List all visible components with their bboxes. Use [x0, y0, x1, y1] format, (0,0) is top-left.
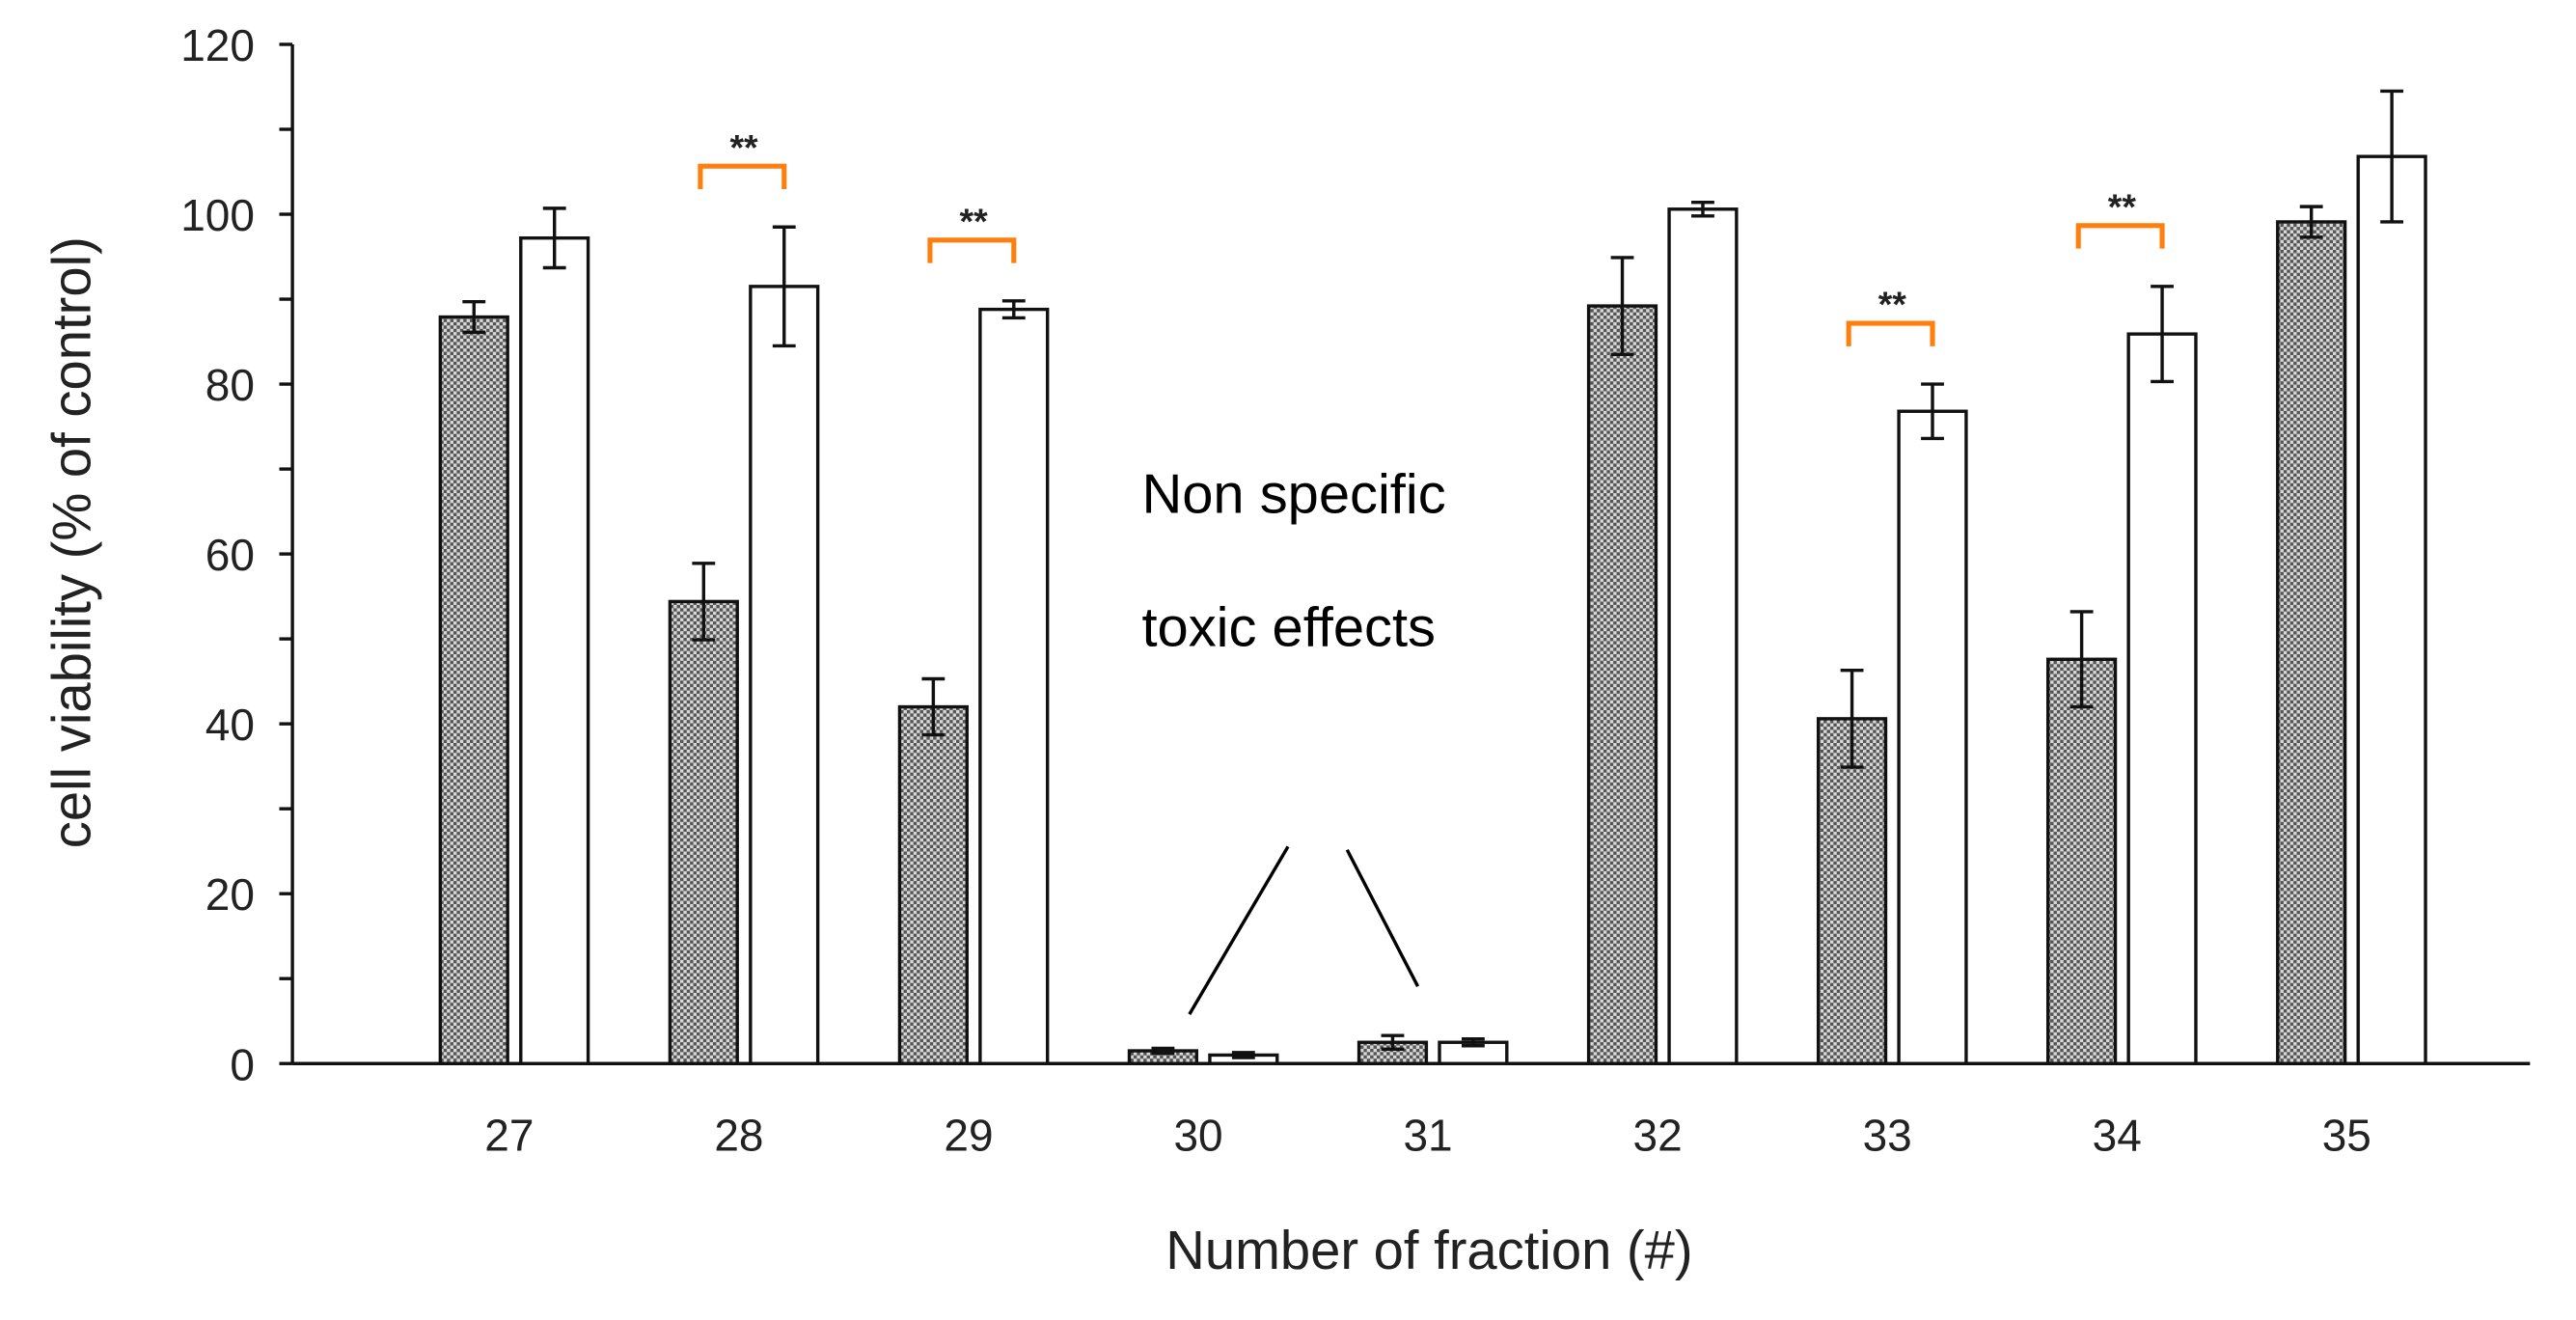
x-tick-label: 27 — [484, 1111, 534, 1161]
bar-hatched-34 — [2046, 657, 2118, 1065]
error-bar-hatched-35 — [2299, 205, 2323, 239]
bar-open-32 — [1667, 207, 1739, 1065]
x-tick-label: 31 — [1404, 1111, 1453, 1161]
significance-label-29: ** — [960, 201, 989, 241]
x-axis-title: Number of fraction (#) — [1165, 1220, 1692, 1280]
significance-label-28: ** — [729, 126, 758, 167]
significance-bracket-29 — [927, 237, 1017, 263]
y-tick-label: 40 — [206, 700, 255, 750]
bar-open-34 — [2126, 332, 2198, 1065]
y-tick-label: 100 — [180, 190, 255, 240]
bars — [438, 89, 2427, 1065]
significance-bracket-34 — [2075, 223, 2165, 249]
error-bar-open-30 — [1231, 1051, 1255, 1059]
bar-open-35 — [2356, 154, 2427, 1065]
bar-hatched-32 — [1586, 304, 1658, 1065]
bar-open-27 — [519, 235, 590, 1065]
bar-hatched-27 — [438, 315, 509, 1065]
x-tick-label: 33 — [1863, 1111, 1912, 1161]
y-axis-title: cell viability (% of control) — [41, 236, 102, 848]
significance-bracket-28 — [698, 163, 787, 190]
significance-label-34: ** — [2108, 186, 2137, 227]
significance-bracket-33 — [1846, 320, 1935, 346]
error-bar-open-32 — [1691, 201, 1714, 218]
error-bar-open-29 — [1001, 299, 1026, 320]
y-tick-label: 80 — [206, 360, 255, 410]
bar-open-33 — [1897, 409, 1968, 1065]
error-bar-hatched-32 — [1610, 256, 1634, 356]
error-bar-hatched-33 — [1840, 669, 1864, 769]
error-bar-hatched-31 — [1381, 1033, 1405, 1051]
error-bar-open-33 — [1921, 382, 1944, 441]
annotation-pointer-left — [1188, 845, 1290, 1015]
significance-label-33: ** — [1878, 284, 1907, 324]
error-bar-open-34 — [2151, 285, 2174, 384]
bar-hatched-33 — [1816, 717, 1888, 1065]
annotation-line-2: toxic effects — [1141, 597, 1436, 659]
bar-hatched-35 — [2276, 220, 2347, 1065]
y-tick-label: 0 — [230, 1039, 255, 1089]
bar-open-28 — [749, 285, 820, 1065]
error-bar-hatched-30 — [1151, 1046, 1175, 1056]
bar-hatched-29 — [897, 704, 969, 1065]
x-tick-label: 32 — [1633, 1111, 1683, 1161]
error-bar-hatched-34 — [2069, 610, 2094, 709]
x-tick-label: 35 — [2322, 1111, 2371, 1161]
x-tick-label: 30 — [1173, 1111, 1222, 1161]
x-tick-label: 28 — [714, 1111, 763, 1161]
y-tick-label: 20 — [206, 869, 255, 920]
error-bar-open-27 — [542, 206, 566, 270]
y-tick-label: 120 — [180, 20, 255, 70]
significance-markers: ** ** ** ** — [698, 126, 2165, 346]
y-tick-label: 60 — [206, 530, 255, 580]
annotation-line-1: Non specific — [1141, 464, 1445, 526]
error-bar-hatched-27 — [462, 299, 486, 335]
bar-open-29 — [978, 307, 1050, 1065]
x-tick-label: 34 — [2093, 1111, 2142, 1161]
error-bar-hatched-28 — [692, 562, 716, 642]
bar-hatched-28 — [668, 599, 739, 1065]
error-bar-open-35 — [2380, 89, 2404, 224]
axes: 0 20 40 60 80 100 120 27 28 29 30 31 32 33 34 35 — [180, 20, 2531, 1161]
error-bar-open-31 — [1461, 1037, 1485, 1048]
annotation-pointer-right — [1345, 848, 1420, 987]
x-tick-label: 29 — [944, 1111, 993, 1161]
error-bar-hatched-29 — [921, 676, 945, 737]
error-bar-open-28 — [772, 225, 796, 348]
